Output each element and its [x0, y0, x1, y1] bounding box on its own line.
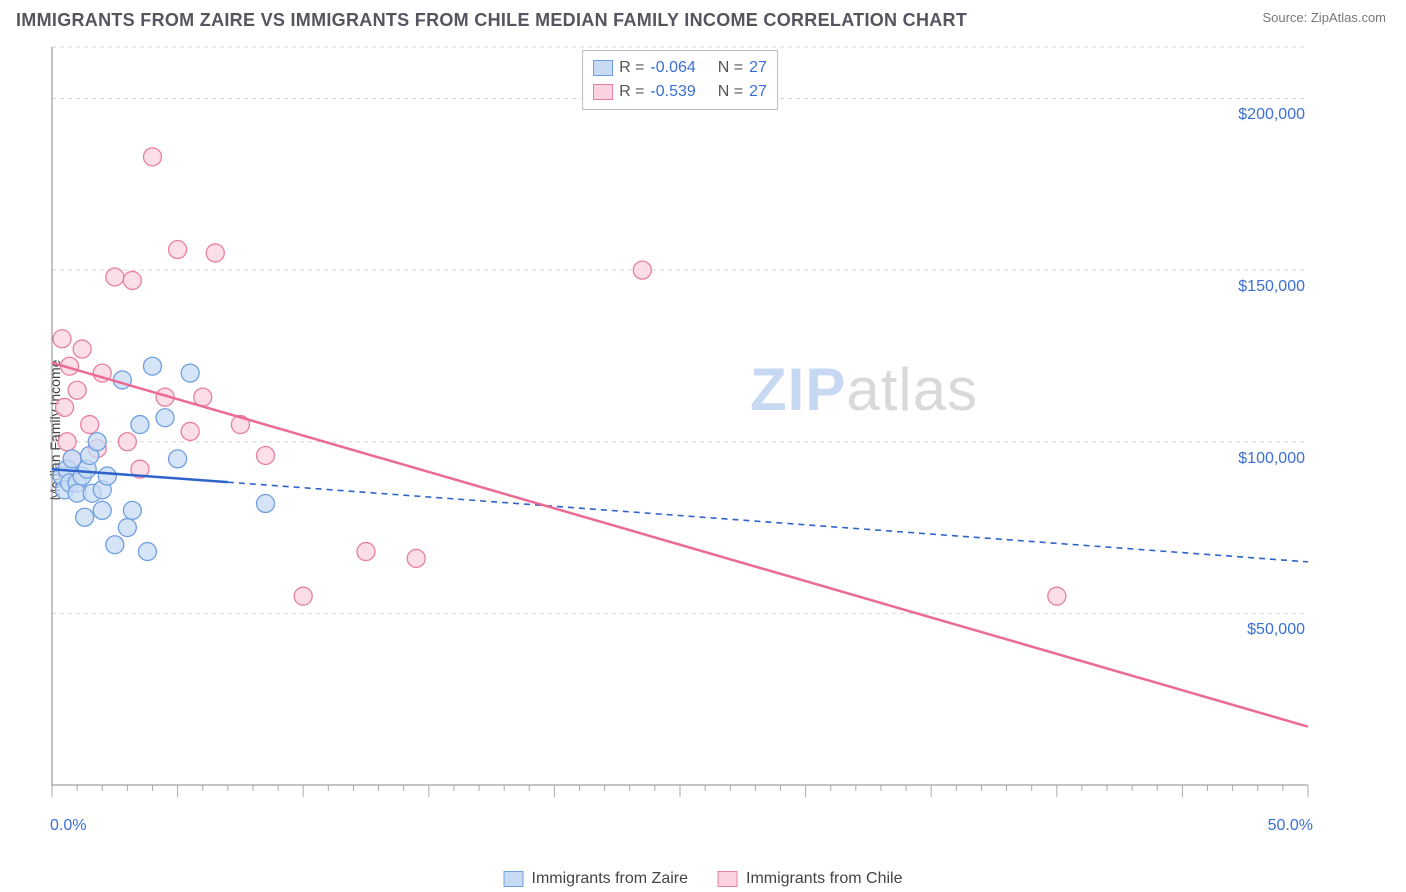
chart-header: IMMIGRANTS FROM ZAIRE VS IMMIGRANTS FROM…: [0, 0, 1406, 31]
stats-row-chile: R = -0.539 N = 27: [593, 80, 767, 104]
chart-area: Median Family Income R = -0.064 N = 27 R…: [50, 45, 1310, 815]
legend-item-chile: Immigrants from Chile: [718, 870, 902, 888]
legend-swatch-chile: [718, 871, 738, 887]
legend-swatch-zaire: [504, 871, 524, 887]
legend-label-chile: Immigrants from Chile: [746, 870, 902, 888]
y-tick-label: $50,000: [1247, 621, 1305, 639]
stats-n-value-zaire: 27: [749, 56, 767, 80]
legend-label-zaire: Immigrants from Zaire: [532, 870, 688, 888]
chart-container: IMMIGRANTS FROM ZAIRE VS IMMIGRANTS FROM…: [0, 0, 1406, 892]
stats-box: R = -0.064 N = 27 R = -0.539 N = 27: [582, 50, 778, 110]
x-tick-label: 0.0%: [50, 817, 86, 835]
stats-r-value-zaire: -0.064: [650, 56, 695, 80]
bottom-legend: Immigrants from Zaire Immigrants from Ch…: [504, 870, 903, 888]
y-tick-label: $150,000: [1238, 278, 1305, 296]
stats-row-zaire: R = -0.064 N = 27: [593, 56, 767, 80]
stats-r-label: R =: [619, 56, 644, 80]
chart-title: IMMIGRANTS FROM ZAIRE VS IMMIGRANTS FROM…: [16, 10, 967, 31]
chart-svg: [50, 45, 1310, 815]
y-tick-label: $100,000: [1238, 450, 1305, 468]
stats-n-value-chile: 27: [749, 80, 767, 104]
swatch-chile: [593, 84, 613, 100]
x-tick-label: 50.0%: [1258, 817, 1313, 835]
chart-source: Source: ZipAtlas.com: [1262, 10, 1386, 25]
y-tick-label: $200,000: [1238, 106, 1305, 124]
stats-n-label: N =: [718, 56, 743, 80]
stats-n-label-2: N =: [718, 80, 743, 104]
stats-r-label-2: R =: [619, 80, 644, 104]
legend-item-zaire: Immigrants from Zaire: [504, 870, 688, 888]
stats-r-value-chile: -0.539: [650, 80, 695, 104]
swatch-zaire: [593, 60, 613, 76]
